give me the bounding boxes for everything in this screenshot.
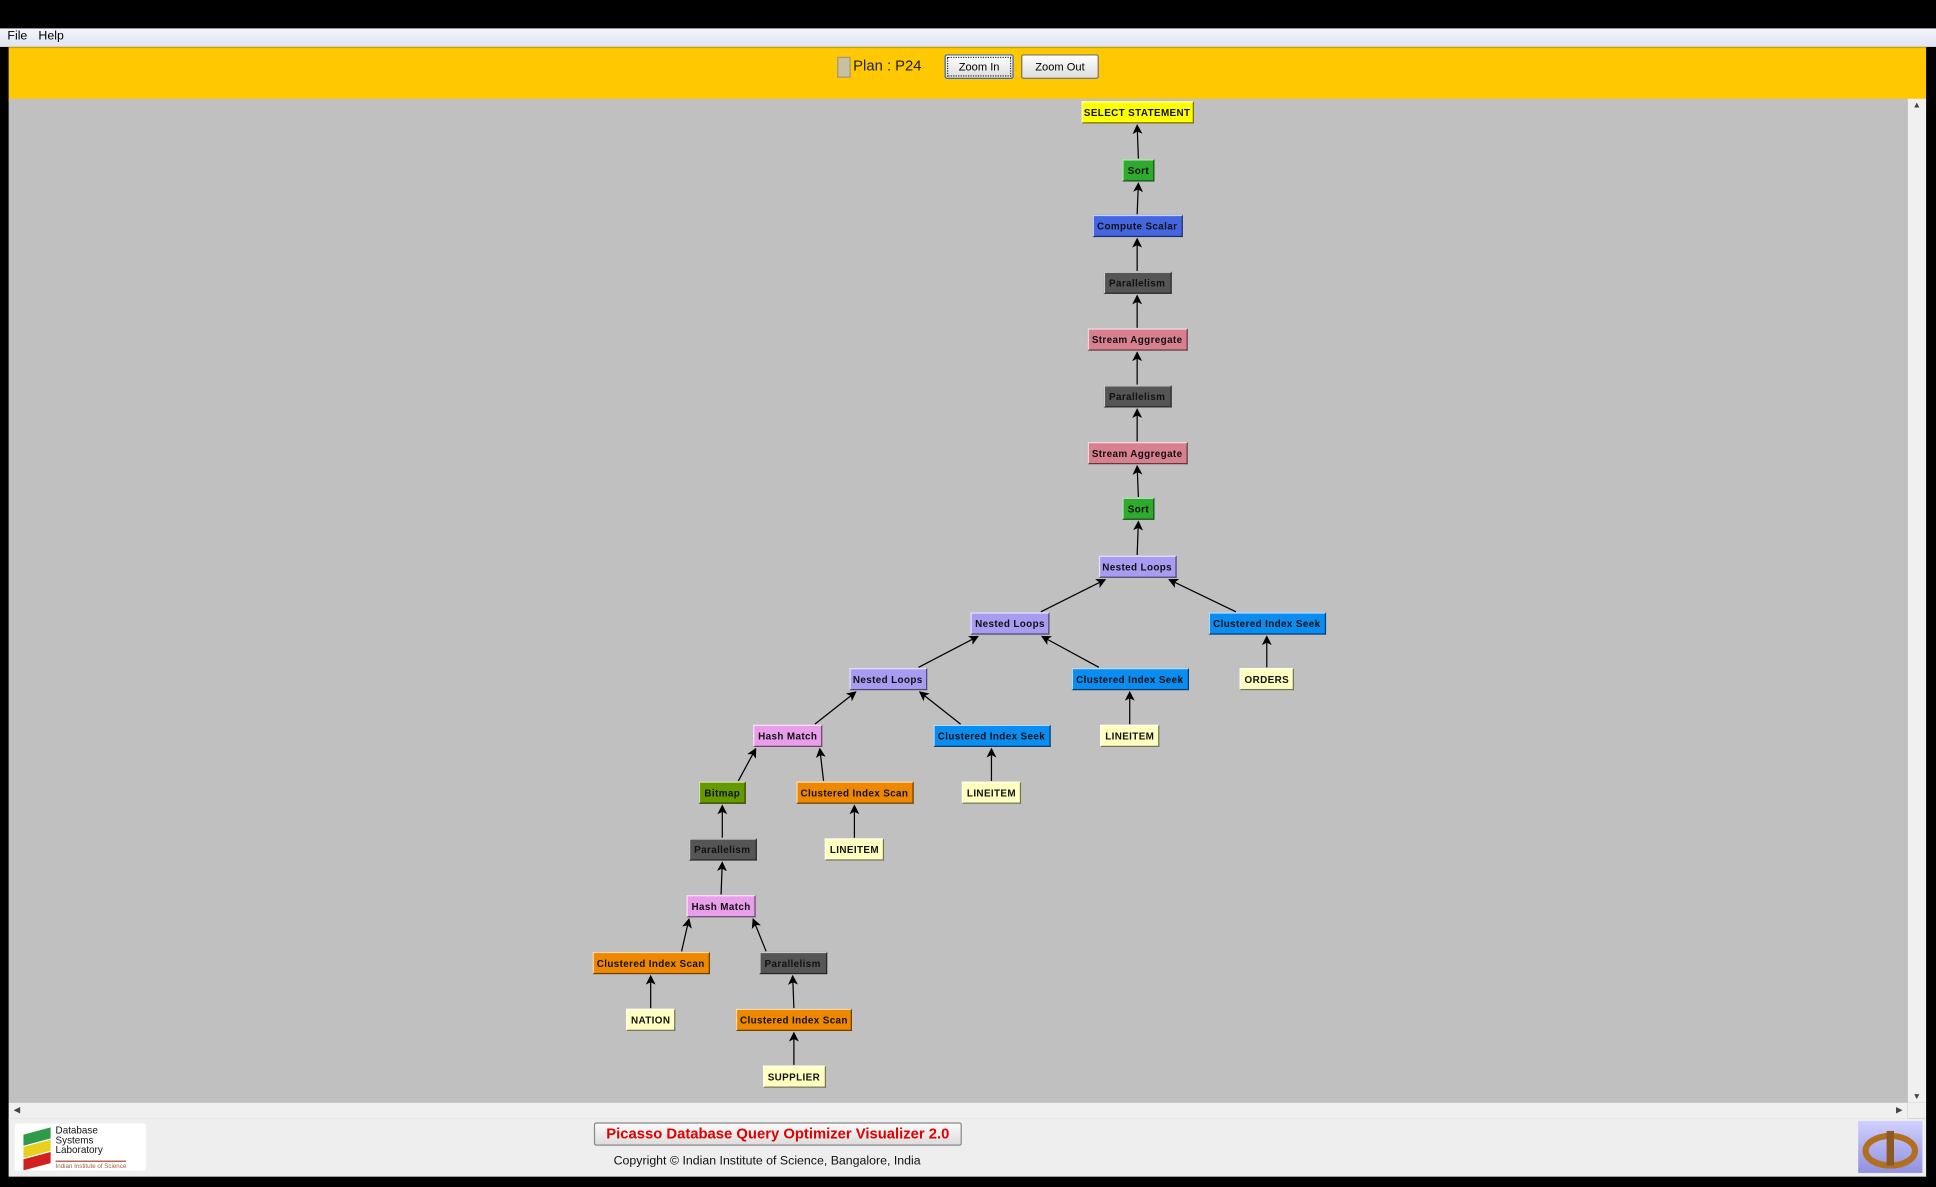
plan-edge-arrow [737,747,757,782]
plan-edges [645,124,1272,1065]
lego-bricks-icon [23,1127,51,1171]
scroll-up-icon[interactable]: ▲ [1912,101,1922,110]
plan-node-parallelism[interactable]: Parallelism [758,951,827,974]
plan-node-parallelism[interactable]: Parallelism [1103,271,1172,294]
plan-node-bitmap[interactable]: Bitmap [698,780,746,804]
horizontal-scrollbar[interactable]: ◀ ▶ [8,1102,1908,1120]
plan-node-nation[interactable]: NATION [625,1008,676,1031]
plan-node-orders[interactable]: ORDERS [1239,667,1294,690]
plan-node-stream-aggregate[interactable]: Stream Aggregate [1087,327,1188,351]
plan-node-sort[interactable]: Sort [1122,158,1155,181]
zoom-out-button[interactable]: Zoom Out [1021,54,1099,80]
lab-institute: Indian Institute of Science [55,1160,127,1170]
plan-node-clustered-index-seek[interactable]: Clustered Index Seek [1071,667,1189,690]
plan-edge-arrow [788,974,798,1009]
plan-node-compute-scalar[interactable]: Compute Scalar [1092,214,1183,237]
plan-tree-canvas: SELECT STATEMENT Sort Compute Scalar Parall… [8,98,1908,1103]
plan-edge-arrow [918,635,979,668]
plan-edge-arrow [815,747,826,782]
copyright-text: Copyright © Indian Institute of Science,… [613,1154,921,1169]
dsl-logo: Database Systems Laboratory Indian Institu… [14,1123,146,1171]
plan-node-clustered-index-seek[interactable]: Clustered Index Seek [1208,611,1326,635]
plan-node-hash-match[interactable]: Hash Match [686,894,756,917]
plan-node-supplier[interactable]: SUPPLIER [762,1064,826,1088]
plan-node-lineitem[interactable]: LINEITEM [1100,724,1160,747]
plan-edge-arrow [1132,124,1143,159]
plan-edge-arrow [1168,578,1237,613]
plan-node-hash-match[interactable]: Hash Match [753,724,823,747]
menu-file[interactable]: File [7,29,28,44]
menu-help[interactable]: Help [38,29,64,44]
plan-node-clustered-index-seek[interactable]: Clustered Index Seek [932,724,1051,747]
scroll-down-icon[interactable]: ▼ [1912,1092,1922,1102]
plan-node-parallelism[interactable]: Parallelism [688,837,757,860]
plan-node-select-statement[interactable]: SELECT STATEMENT [1080,100,1194,123]
footer: Database Systems Laboratory Indian Institu… [8,1118,1927,1177]
plan-node-parallelism[interactable]: Parallelism [1103,384,1172,407]
zoom-in-button[interactable]: Zoom In [944,54,1014,80]
plan-node-nested-loops[interactable]: Nested Loops [848,667,927,690]
scroll-right-icon[interactable]: ▶ [1896,1106,1903,1115]
plan-edge-arrow [717,861,727,895]
plan-node-clustered-index-scan[interactable]: Clustered Index Scan [795,780,914,804]
plan-edge-arrow [751,918,767,952]
plan-edge-arrow [1133,520,1143,556]
plan-edge-arrow [1133,182,1143,215]
plan-edge-arrow [1132,464,1143,497]
scroll-corner [1907,1102,1927,1119]
plan-label: Plan : P24 [853,56,922,75]
plan-edge-arrow [680,918,692,952]
crest-icon [1862,1130,1919,1169]
plan-node-lineitem[interactable]: LINEITEM [824,837,885,860]
plan-node-lineitem[interactable]: LINEITEM [961,780,1022,804]
plan-edge-arrow [1040,579,1107,613]
vertical-scrollbar[interactable]: ▲ ▼ [1907,98,1927,1103]
lab-name: Database Systems Laboratory [55,1124,103,1156]
plan-edge-arrow [918,691,961,725]
toolbar: Plan : P24 Zoom In Zoom Out [8,46,1927,102]
plan-edge-arrow [814,691,857,725]
scroll-left-icon[interactable]: ◀ [13,1106,21,1115]
plan-node-stream-aggregate[interactable]: Stream Aggregate [1087,441,1188,464]
plan-edge-arrow [1040,635,1100,668]
app-title-button[interactable]: Picasso Database Query Optimizer Visuali… [593,1122,962,1146]
menu-bar: File Help [0,28,1936,47]
iisc-crest-logo [1858,1121,1923,1173]
plan-color-swatch [837,56,851,78]
plan-node-nested-loops[interactable]: Nested Loops [970,611,1050,635]
plan-node-nested-loops[interactable]: Nested Loops [1098,554,1177,578]
plan-node-clustered-index-scan[interactable]: Clustered Index Scan [592,951,710,974]
plan-node-clustered-index-scan[interactable]: Clustered Index Scan [735,1008,852,1031]
plan-node-sort[interactable]: Sort [1122,496,1155,520]
